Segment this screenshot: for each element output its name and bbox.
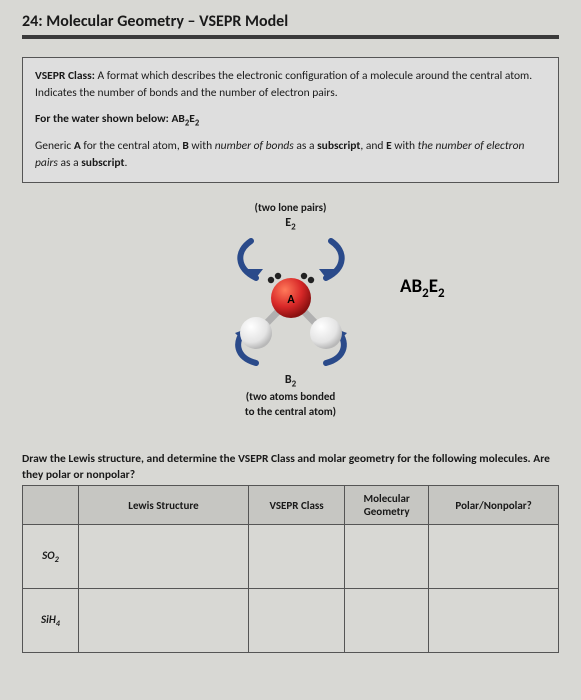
vsepr-class-label: VSEPR Class: — [35, 69, 95, 83]
info-p1: VSEPR Class: A format which describes th… — [35, 68, 546, 103]
col-molecule — [23, 486, 79, 525]
molecule-svg: A — [201, 233, 381, 373]
e2-label: E2 — [151, 216, 431, 232]
lone-pairs-label: (two lone pairs) — [151, 201, 431, 214]
cell-lewis — [79, 525, 249, 589]
table-header-row: Lewis Structure VSEPR Class Molecular Ge… — [23, 486, 559, 525]
central-atom-letter: A — [287, 293, 295, 307]
b2-label: B2 — [151, 373, 431, 389]
col-lewis: Lewis Structure — [79, 486, 249, 525]
table-row: SO2 — [23, 525, 559, 589]
bonded-atom-right — [310, 317, 342, 349]
cell-geometry — [345, 589, 429, 653]
lone-pair-dot — [267, 276, 273, 282]
vsepr-info-box: VSEPR Class: A format which describes th… — [22, 57, 559, 183]
molecule-sih4: SiH4 — [23, 589, 79, 653]
cell-vsepr — [249, 525, 345, 589]
cell-polar — [429, 525, 559, 589]
cell-polar — [429, 589, 559, 653]
cell-lewis — [79, 589, 249, 653]
cell-vsepr — [249, 589, 345, 653]
vsepr-formula: AB2E2 — [400, 275, 445, 301]
info-p3: Generic A for the central atom, B with n… — [35, 138, 546, 173]
bonded-atoms-label: (two atoms bonded to the central atom) — [151, 389, 431, 420]
table-row: SiH4 — [23, 589, 559, 653]
col-geometry: Molecular Geometry — [345, 486, 429, 525]
col-vsepr: VSEPR Class — [249, 486, 345, 525]
cell-geometry — [345, 525, 429, 589]
bonded-atom-left — [240, 317, 272, 349]
info-p2: For the water shown below: AB2E2 — [35, 111, 546, 130]
worksheet-table: Lewis Structure VSEPR Class Molecular Ge… — [22, 485, 559, 653]
molecule-diagram: (two lone pairs) E2 — [151, 201, 431, 431]
page-title: 24: Molecular Geometry – VSEPR Model — [22, 12, 559, 39]
info-p1-text: A format which describes the electronic … — [35, 69, 532, 100]
molecule-so2: SO2 — [23, 525, 79, 589]
worksheet-prompt: Draw the Lewis structure, and determine … — [22, 451, 559, 483]
col-polar: Polar/Nonpolar? — [429, 486, 559, 525]
